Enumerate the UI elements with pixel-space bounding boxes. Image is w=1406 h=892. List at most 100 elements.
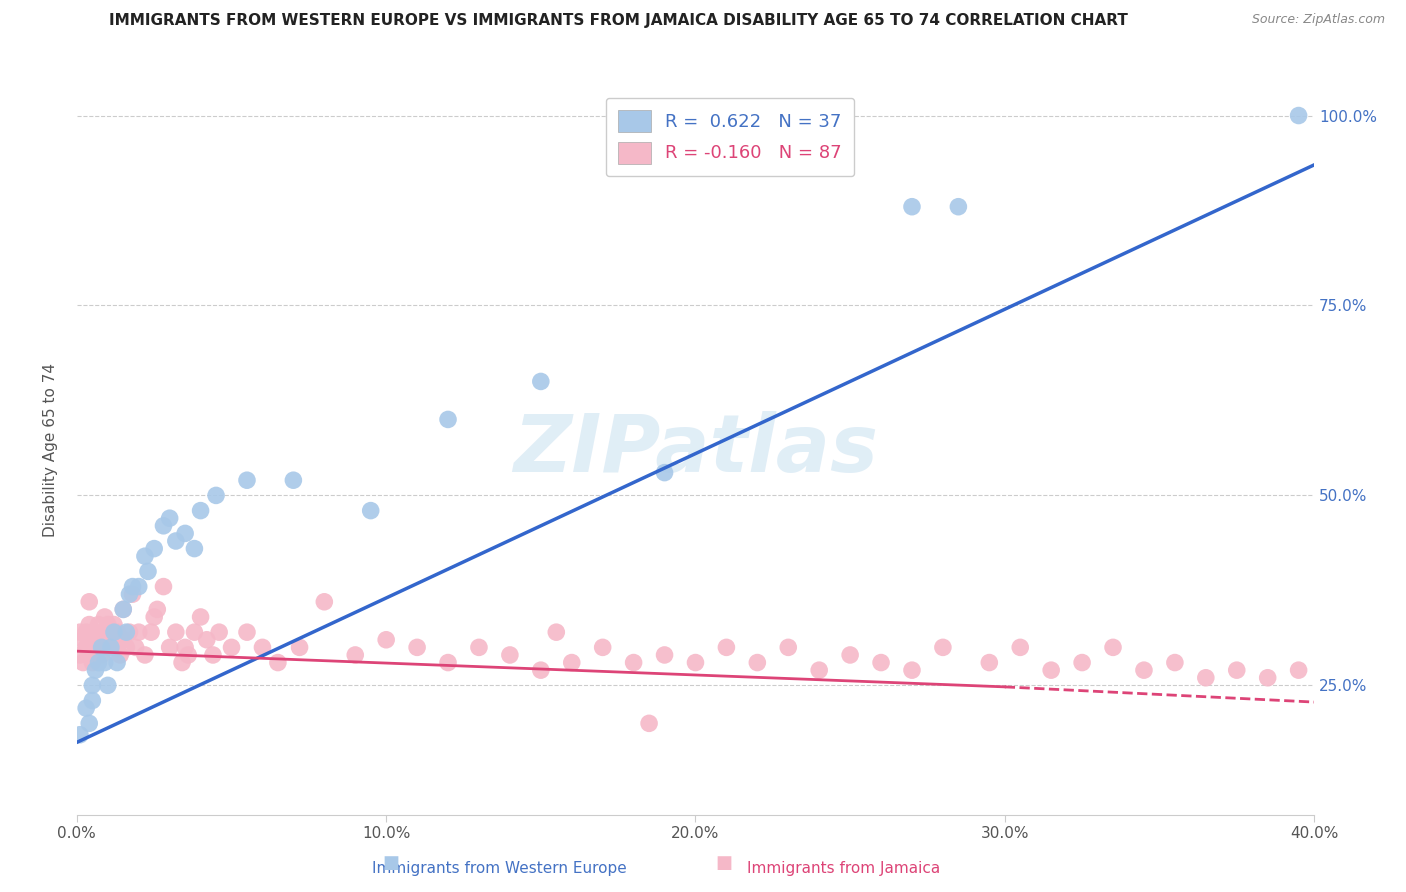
Point	[236, 473, 259, 487]
Point	[115, 625, 138, 640]
Point	[93, 632, 115, 647]
Text: Immigrants from Western Europe: Immigrants from Western Europe	[371, 861, 627, 876]
Point	[134, 648, 156, 662]
Point	[561, 656, 583, 670]
Point	[1288, 109, 1310, 123]
Point	[112, 602, 135, 616]
Point	[592, 640, 614, 655]
Point	[82, 693, 104, 707]
Point	[1288, 663, 1310, 677]
Point	[205, 488, 228, 502]
Point	[105, 625, 128, 640]
Point	[901, 200, 924, 214]
Point	[77, 716, 100, 731]
Point	[901, 663, 924, 677]
Point	[190, 503, 212, 517]
Point	[90, 640, 112, 655]
Point	[201, 648, 224, 662]
Point	[103, 617, 125, 632]
Point	[437, 412, 460, 426]
Point	[69, 728, 91, 742]
Point	[221, 640, 243, 655]
Y-axis label: Disability Age 65 to 74: Disability Age 65 to 74	[44, 363, 58, 537]
Point	[136, 565, 159, 579]
Point	[499, 648, 522, 662]
Point	[870, 656, 893, 670]
Point	[839, 648, 862, 662]
Point	[134, 549, 156, 564]
Point	[93, 656, 115, 670]
Point	[97, 678, 120, 692]
Text: IMMIGRANTS FROM WESTERN EUROPE VS IMMIGRANTS FROM JAMAICA DISABILITY AGE 65 TO 7: IMMIGRANTS FROM WESTERN EUROPE VS IMMIGR…	[110, 13, 1128, 29]
Point	[174, 640, 197, 655]
Point	[152, 518, 174, 533]
Point	[75, 625, 97, 640]
Point	[108, 648, 131, 662]
Point	[808, 663, 831, 677]
Point	[1226, 663, 1249, 677]
Point	[778, 640, 800, 655]
Point	[82, 678, 104, 692]
Point	[623, 656, 645, 670]
Point	[948, 200, 970, 214]
Point	[183, 541, 205, 556]
Point	[437, 656, 460, 670]
Point	[124, 640, 146, 655]
Point	[93, 610, 115, 624]
Point	[252, 640, 274, 655]
Point	[118, 625, 141, 640]
Point	[288, 640, 311, 655]
Point	[121, 580, 143, 594]
Point	[375, 632, 398, 647]
Point	[77, 617, 100, 632]
Point	[118, 587, 141, 601]
Point	[139, 625, 162, 640]
Point	[75, 701, 97, 715]
Point	[638, 716, 661, 731]
Point	[195, 632, 218, 647]
Point	[170, 656, 193, 670]
Point	[115, 640, 138, 655]
Point	[90, 625, 112, 640]
Point	[143, 541, 166, 556]
Point	[685, 656, 707, 670]
Point	[121, 587, 143, 601]
Point	[530, 663, 553, 677]
Point	[267, 656, 290, 670]
Point	[165, 534, 187, 549]
Point	[82, 656, 104, 670]
Point	[1071, 656, 1094, 670]
Point	[69, 625, 91, 640]
Point	[87, 617, 110, 632]
Point	[112, 632, 135, 647]
Point	[128, 625, 150, 640]
Point	[77, 595, 100, 609]
Point	[530, 375, 553, 389]
Point	[84, 663, 107, 677]
Point	[1133, 663, 1156, 677]
Point	[190, 610, 212, 624]
Point	[87, 640, 110, 655]
Point	[105, 656, 128, 670]
Point	[128, 580, 150, 594]
Point	[159, 640, 181, 655]
Point	[283, 473, 305, 487]
Point	[177, 648, 200, 662]
Point	[97, 617, 120, 632]
Point	[174, 526, 197, 541]
Point	[165, 625, 187, 640]
Text: Source: ZipAtlas.com: Source: ZipAtlas.com	[1251, 13, 1385, 27]
Point	[143, 610, 166, 624]
Point	[979, 656, 1001, 670]
Point	[100, 640, 122, 655]
Point	[314, 595, 336, 609]
Point	[159, 511, 181, 525]
Point	[84, 632, 107, 647]
Point	[183, 625, 205, 640]
Point	[152, 580, 174, 594]
Point	[1010, 640, 1032, 655]
Point	[932, 640, 955, 655]
Point	[716, 640, 738, 655]
Point	[90, 648, 112, 662]
Text: Immigrants from Jamaica: Immigrants from Jamaica	[747, 861, 941, 876]
